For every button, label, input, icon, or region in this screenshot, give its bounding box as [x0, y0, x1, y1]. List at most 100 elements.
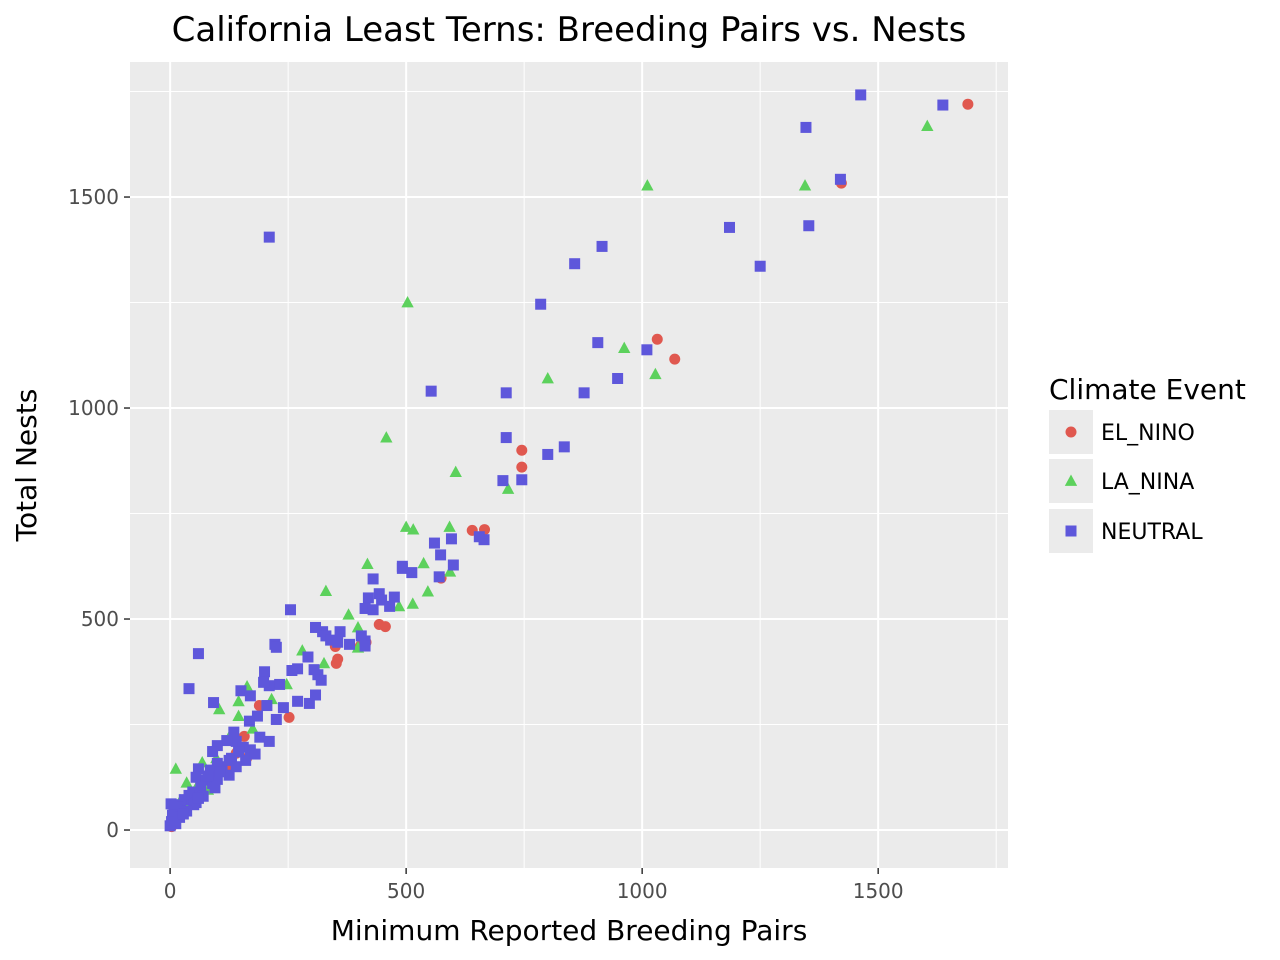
data-point	[612, 372, 624, 384]
data-point	[330, 657, 342, 669]
data-point	[211, 757, 223, 769]
data-point	[373, 588, 385, 600]
data-point	[170, 818, 182, 830]
x-axis-ticks: 0 500 1000 1500	[164, 868, 904, 903]
data-point	[558, 441, 570, 453]
data-point	[367, 573, 379, 585]
data-point	[433, 571, 445, 583]
data-point	[428, 537, 440, 549]
data-point	[592, 337, 604, 349]
data-point	[259, 666, 271, 678]
data-point	[834, 173, 846, 185]
data-point	[417, 556, 430, 569]
data-point	[235, 685, 247, 697]
legend: Climate Event EL_NINO LA_NINA NEUTRAL	[1049, 373, 1246, 553]
legend-key-marker	[1065, 525, 1077, 537]
data-point	[209, 782, 221, 794]
data-point	[202, 770, 214, 782]
data-point	[669, 353, 681, 365]
x-tick-label: 500	[387, 879, 425, 903]
data-point	[228, 726, 240, 738]
data-point	[754, 260, 766, 272]
legend-title: Climate Event	[1049, 373, 1246, 406]
data-point	[315, 674, 327, 686]
data-point	[232, 694, 245, 707]
y-tick-label: 1500	[68, 185, 119, 209]
legend-entry-label: LA_NINA	[1101, 470, 1194, 495]
data-point	[274, 678, 286, 690]
data-point	[243, 715, 255, 727]
data-point	[380, 431, 393, 443]
data-point	[230, 735, 242, 747]
data-point	[962, 98, 974, 110]
x-tick-label: 1000	[617, 879, 668, 903]
data-point	[211, 773, 223, 785]
data-point	[240, 754, 252, 766]
data-point	[208, 697, 220, 709]
data-point	[169, 762, 182, 774]
data-point	[445, 533, 457, 545]
plot-panel	[130, 62, 1008, 868]
data-point	[213, 702, 226, 715]
data-point	[270, 641, 282, 653]
data-point	[214, 766, 226, 778]
data-point	[723, 221, 735, 233]
x-tick-label: 1500	[853, 879, 904, 903]
data-point	[254, 731, 266, 743]
data-point	[855, 89, 867, 101]
data-point	[542, 448, 554, 460]
data-point	[379, 621, 391, 633]
major-gridlines	[130, 62, 1008, 868]
data-point	[396, 562, 408, 574]
data-point	[435, 549, 447, 561]
data-point	[310, 621, 322, 633]
data-point	[355, 630, 367, 642]
data-point	[284, 604, 296, 616]
data-point	[192, 792, 204, 804]
data-point	[325, 634, 337, 646]
data-point	[618, 341, 631, 353]
data-point	[500, 387, 512, 399]
data-point	[221, 735, 233, 747]
data-point	[641, 344, 653, 356]
data-point	[384, 600, 396, 612]
data-point	[195, 782, 207, 794]
legend-key-marker	[1065, 426, 1077, 438]
data-point	[165, 798, 177, 810]
data-point	[183, 683, 195, 695]
data-point	[308, 664, 320, 676]
data-point	[232, 709, 245, 721]
y-tick-label: 1000	[68, 396, 119, 420]
data-point	[332, 636, 344, 648]
data-point	[447, 559, 459, 571]
data-point	[501, 482, 515, 494]
legend-entry-label: NEUTRAL	[1101, 520, 1203, 545]
y-tick-label: 500	[81, 607, 119, 631]
data-point	[596, 240, 608, 252]
data-point	[407, 523, 420, 535]
data-point	[535, 298, 547, 310]
data-point	[541, 371, 554, 384]
data-point	[362, 592, 374, 604]
data-point	[270, 713, 282, 725]
data-point	[351, 620, 365, 633]
data-point	[283, 711, 295, 723]
data-point	[443, 520, 456, 532]
data-point	[211, 740, 223, 752]
data-point	[261, 700, 273, 712]
data-point	[425, 385, 437, 397]
data-point	[319, 584, 333, 597]
data-point	[359, 602, 371, 614]
data-point	[223, 754, 235, 766]
data-point	[641, 179, 654, 191]
data-point	[803, 220, 815, 232]
data-point	[286, 665, 298, 677]
data-point	[651, 333, 663, 345]
data-point	[342, 608, 355, 620]
data-point	[263, 735, 275, 747]
data-point	[277, 702, 289, 714]
data-point	[800, 121, 812, 133]
data-point	[449, 465, 462, 478]
x-axis-label: Minimum Reported Breeding Pairs	[331, 914, 808, 947]
